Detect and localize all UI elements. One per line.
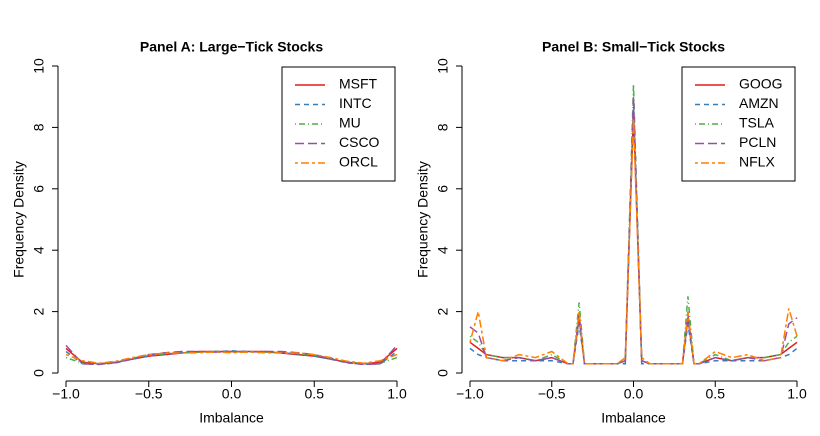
chart-title: Panel A: Large−Tick Stocks bbox=[140, 39, 323, 55]
y-tick-label: 10 bbox=[435, 58, 451, 74]
legend-label: GOOG bbox=[739, 76, 783, 92]
x-tick-label: 1.0 bbox=[387, 386, 407, 402]
y-axis-label: Frequency Density bbox=[415, 161, 431, 278]
y-tick-label: 8 bbox=[31, 123, 47, 131]
y-tick-label: 10 bbox=[31, 58, 47, 74]
x-tick-label: 0.0 bbox=[624, 386, 644, 402]
chart-title: Panel B: Small−Tick Stocks bbox=[542, 39, 725, 55]
y-axis-label: Frequency Density bbox=[11, 161, 27, 278]
y-tick-label: 8 bbox=[435, 123, 451, 131]
legend-label: PCLN bbox=[739, 134, 776, 150]
legend-label: INTC bbox=[339, 95, 372, 111]
legend-label: CSCO bbox=[339, 134, 380, 150]
legend-label: ORCL bbox=[339, 154, 378, 170]
x-tick-label: −1.0 bbox=[52, 386, 80, 402]
y-tick-label: 6 bbox=[435, 185, 451, 193]
legend-label: MU bbox=[339, 115, 361, 131]
x-tick-label: 0.5 bbox=[706, 386, 726, 402]
series-line bbox=[65, 351, 398, 364]
y-tick-label: 4 bbox=[435, 246, 451, 254]
y-tick-label: 2 bbox=[31, 307, 47, 315]
y-tick-label: 4 bbox=[31, 246, 47, 254]
y-tick-label: 2 bbox=[435, 307, 451, 315]
legend-label: AMZN bbox=[739, 95, 779, 111]
y-tick-label: 6 bbox=[31, 185, 47, 193]
x-tick-label: 0.5 bbox=[305, 386, 325, 402]
series-line bbox=[469, 96, 798, 365]
y-tick-label: 0 bbox=[435, 369, 451, 377]
legend-label: MSFT bbox=[339, 76, 378, 92]
x-axis-label: Imbalance bbox=[199, 410, 264, 426]
x-axis-label: Imbalance bbox=[601, 410, 666, 426]
series-line bbox=[65, 344, 398, 366]
x-tick-label: −0.5 bbox=[538, 386, 566, 402]
legend-label: TSLA bbox=[739, 115, 775, 131]
x-tick-label: 0.0 bbox=[222, 386, 242, 402]
legend-label: NFLX bbox=[739, 154, 775, 170]
x-tick-label: −0.5 bbox=[135, 386, 163, 402]
x-tick-label: −1.0 bbox=[456, 386, 484, 402]
series-line bbox=[469, 118, 798, 365]
y-tick-label: 0 bbox=[31, 369, 47, 377]
x-tick-label: 1.0 bbox=[787, 386, 807, 402]
